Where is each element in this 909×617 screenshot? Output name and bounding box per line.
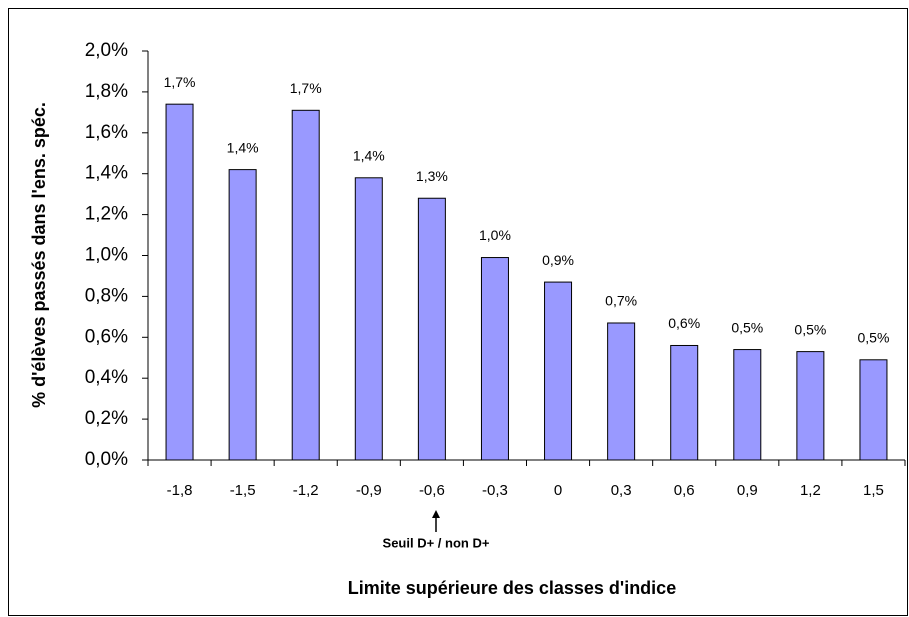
value-label: 0,6% (668, 315, 700, 331)
x-tick-label: -0,6 (419, 482, 445, 499)
bar (544, 281, 573, 461)
value-label: 1,7% (290, 80, 322, 96)
y-tick-label: 1,4% (85, 163, 128, 184)
y-tick-label: 0,6% (85, 326, 128, 347)
bar (165, 103, 194, 461)
x-tick-label: -0,9 (356, 482, 382, 499)
y-tick-label: 0,0% (85, 449, 128, 470)
bar (417, 197, 446, 461)
value-label: 0,5% (857, 329, 889, 345)
x-axis-title: Limite supérieure des classes d'indice (348, 578, 676, 598)
y-tick-label: 1,2% (85, 204, 128, 225)
value-label: 0,5% (794, 321, 826, 337)
y-tick-label: 1,6% (85, 122, 128, 143)
x-tick-label: 0,9 (737, 482, 758, 499)
bar (733, 349, 762, 461)
value-label: 1,4% (353, 147, 385, 163)
x-tick-label: -1,2 (293, 482, 319, 499)
bar (796, 351, 825, 461)
bar (228, 169, 257, 461)
x-tick-label: 0,6 (674, 482, 695, 499)
y-tick-label: 0,2% (85, 408, 128, 429)
y-axis-title: % d'élèves passés dans l'ens. spéc. (29, 102, 49, 408)
x-tick-label: 1,2 (800, 482, 821, 499)
y-tick-label: 1,8% (85, 81, 128, 102)
x-tick-label: -0,3 (482, 482, 508, 499)
annotation-arrowhead (432, 510, 440, 518)
annotation: Seuil D+ / non D+ (383, 535, 490, 550)
y-tick-label: 0,4% (85, 367, 128, 388)
bar (354, 177, 383, 461)
x-tick-label: -1,8 (167, 482, 193, 499)
value-label: 1,4% (227, 139, 259, 155)
value-label: 1,7% (164, 74, 196, 90)
value-label: 0,7% (605, 293, 637, 309)
value-label: 1,3% (416, 168, 448, 184)
y-tick-label: 2,0% (85, 40, 128, 61)
value-label: 0,9% (542, 252, 574, 268)
bar (670, 344, 699, 461)
x-tick-label: 0 (554, 482, 562, 499)
bar (859, 359, 888, 461)
bar (480, 257, 509, 461)
x-tick-label: 1,5 (863, 482, 884, 499)
bar (291, 109, 320, 461)
value-label: 0,5% (731, 319, 763, 335)
x-tick-label: 0,3 (611, 482, 632, 499)
value-label: 1,0% (479, 227, 511, 243)
x-tick-label: -1,5 (230, 482, 256, 499)
chart-frame (8, 8, 908, 616)
bar (607, 322, 636, 461)
y-tick-label: 0,8% (85, 285, 128, 306)
y-tick-label: 1,0% (85, 245, 128, 266)
